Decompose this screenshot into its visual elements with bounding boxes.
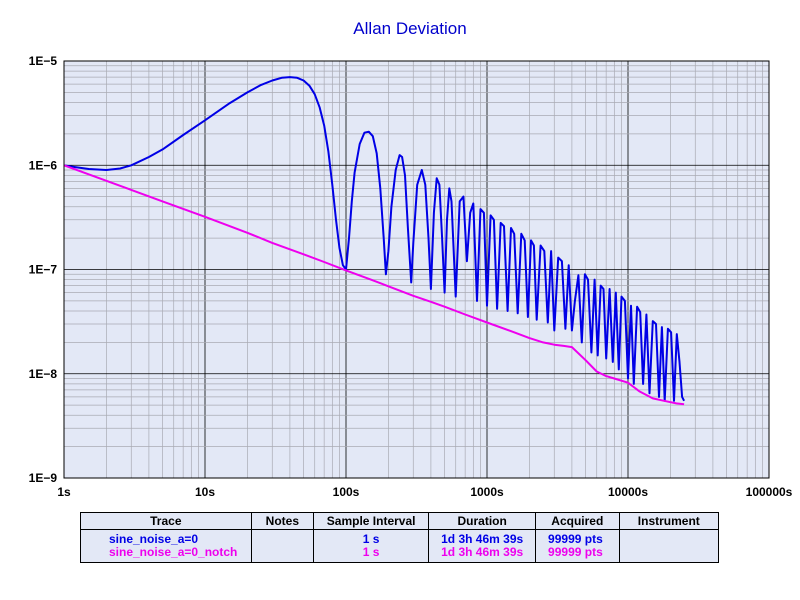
x-axis: 1s 10s 100s 1000s 10000s 100000s bbox=[57, 485, 792, 499]
y-tick-label: 1E−7 bbox=[29, 263, 58, 277]
trace-name-1: sine_noise_a=0 bbox=[109, 532, 199, 546]
header-notes: Notes bbox=[250, 512, 315, 530]
chart-title: Allan Deviation bbox=[353, 19, 466, 38]
x-tick-label: 1s bbox=[57, 485, 71, 499]
trace-name-2: sine_noise_a=0_notch bbox=[109, 545, 238, 559]
series-layer bbox=[63, 76, 685, 406]
sample-interval-2: 1 s bbox=[362, 545, 380, 559]
x-tick-label: 10000s bbox=[608, 485, 648, 499]
trace-legend-table: Trace Notes Sample Interval Duration Acq… bbox=[80, 512, 720, 563]
legend-header-row: Trace Notes Sample Interval Duration Acq… bbox=[80, 512, 720, 530]
x-tick-label: 100000s bbox=[746, 485, 793, 499]
series-line-sine-noise-notch bbox=[63, 164, 685, 406]
x-tick-label: 100s bbox=[333, 485, 360, 499]
plot-frame bbox=[63, 60, 770, 479]
y-tick-label: 1E−6 bbox=[29, 158, 58, 172]
x-tick-label: 1000s bbox=[470, 485, 504, 499]
sample-interval-1: 1 s bbox=[362, 532, 380, 546]
duration-2: 1d 3h 46m 39s bbox=[441, 545, 524, 559]
header-sample-interval: Sample Interval bbox=[313, 512, 430, 530]
y-tick-label: 1E−8 bbox=[29, 367, 58, 381]
duration-1: 1d 3h 46m 39s bbox=[441, 532, 524, 546]
y-tick-label: 1E−5 bbox=[29, 54, 58, 68]
y-tick-label: 1E−9 bbox=[29, 471, 58, 485]
instrument-cell bbox=[618, 529, 720, 563]
sample-interval-cell: 1 s 1 s bbox=[313, 529, 430, 563]
x-tick-label: 10s bbox=[195, 485, 215, 499]
duration-cell: 1d 3h 46m 39s 1d 3h 46m 39s bbox=[428, 529, 537, 563]
notes-cell bbox=[250, 529, 315, 563]
header-duration: Duration bbox=[428, 512, 537, 530]
legend-body-row: sine_noise_a=0 sine_noise_a=0_notch 1 s … bbox=[80, 529, 720, 563]
acquired-cell: 99999 pts 99999 pts bbox=[535, 529, 620, 563]
grid-lines bbox=[63, 61, 769, 479]
acquired-1: 99999 pts bbox=[548, 532, 603, 546]
trace-cell: sine_noise_a=0 sine_noise_a=0_notch bbox=[80, 529, 252, 563]
header-acquired: Acquired bbox=[535, 512, 620, 530]
acquired-2: 99999 pts bbox=[548, 545, 603, 559]
series-line-sine-noise bbox=[63, 76, 685, 402]
header-instrument: Instrument bbox=[618, 512, 720, 530]
y-axis: 1E−9 1E−8 1E−7 1E−6 1E−5 bbox=[29, 54, 58, 485]
header-trace: Trace bbox=[80, 512, 252, 530]
